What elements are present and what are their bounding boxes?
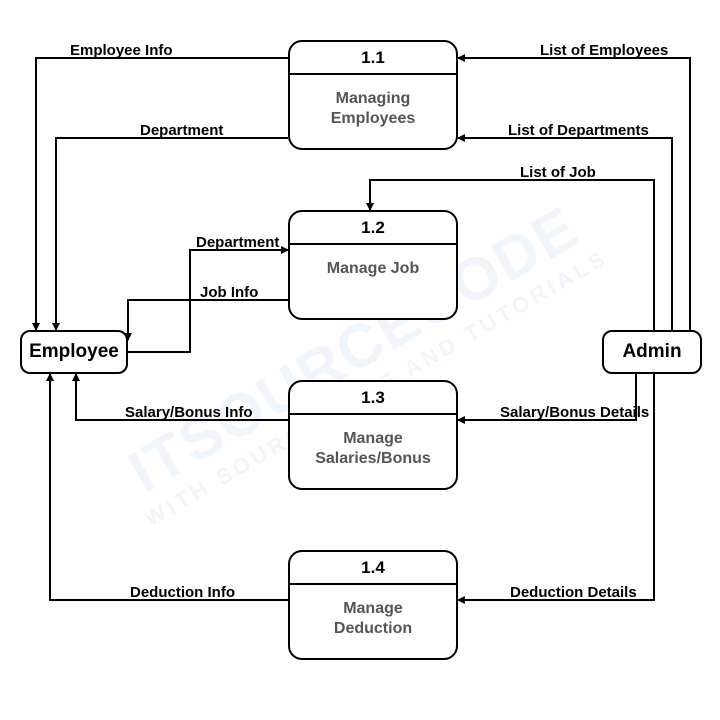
flow-label-job-info: Job Info — [200, 284, 258, 301]
process-1-3: 1.3 ManageSalaries/Bonus — [288, 380, 458, 490]
entity-admin-label: Admin — [622, 341, 681, 363]
flow-job-info — [128, 300, 288, 340]
entity-employee-label: Employee — [29, 341, 119, 363]
process-1-4-title: ManageDeduction — [290, 585, 456, 653]
flow-label-list-of-departments: List of Departments — [508, 122, 649, 139]
flow-label-list-of-employees: List of Employees — [540, 42, 668, 59]
process-1-2: 1.2 Manage Job — [288, 210, 458, 320]
process-1-3-title: ManageSalaries/Bonus — [290, 415, 456, 483]
flow-label-department-out: Department — [140, 122, 223, 139]
flow-list-of-employees — [458, 58, 690, 330]
process-1-1-number: 1.1 — [290, 42, 456, 75]
entity-employee: Employee — [20, 330, 128, 374]
process-1-1-title: ManagingEmployees — [290, 75, 456, 143]
entity-admin: Admin — [602, 330, 702, 374]
flow-label-department-in: Department — [196, 234, 279, 251]
process-1-2-title: Manage Job — [290, 245, 456, 293]
process-1-1: 1.1 ManagingEmployees — [288, 40, 458, 150]
flow-label-salary-bonus-info: Salary/Bonus Info — [125, 404, 253, 421]
process-1-3-number: 1.3 — [290, 382, 456, 415]
flow-label-employee-info: Employee Info — [70, 42, 173, 59]
flow-label-deduction-info: Deduction Info — [130, 584, 235, 601]
flow-label-salary-bonus-details: Salary/Bonus Details — [500, 404, 649, 421]
flow-label-deduction-details: Deduction Details — [510, 584, 637, 601]
flow-label-list-of-job: List of Job — [520, 164, 596, 181]
process-1-4-number: 1.4 — [290, 552, 456, 585]
process-1-4: 1.4 ManageDeduction — [288, 550, 458, 660]
flow-department-in — [128, 250, 288, 352]
process-1-2-number: 1.2 — [290, 212, 456, 245]
